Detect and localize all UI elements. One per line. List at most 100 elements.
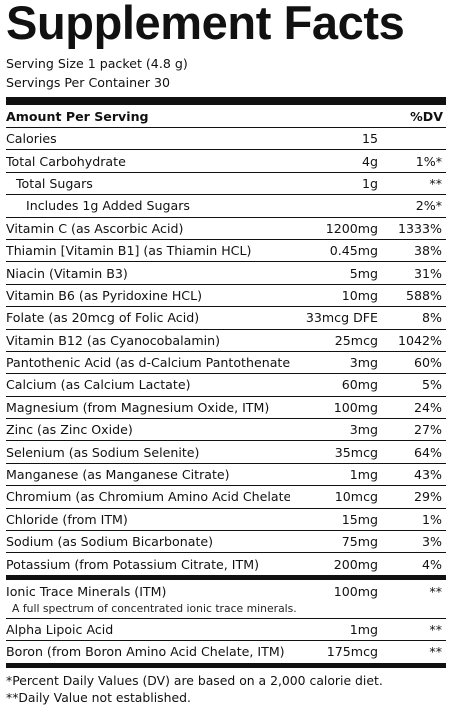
nutrient-row: Pantothenic Acid (as d-Calcium Pantothen…: [6, 352, 446, 375]
nutrient-dv: 3%: [422, 534, 442, 550]
footnote-dv: *Percent Daily Values (DV) are based on …: [6, 672, 383, 688]
nutrient-dv: 29%: [414, 489, 442, 505]
nutrient-name: Manganese (as Manganese Citrate): [6, 467, 230, 483]
ingredient-name: Boron (from Boron Amino Acid Chelate, IT…: [6, 644, 285, 660]
nutrient-row: Vitamin B6 (as Pyridoxine HCL) 10mg 588%: [6, 285, 446, 308]
nutrient-row: Vitamin C (as Ascorbic Acid) 1200mg 1333%: [6, 218, 446, 240]
nutrient-amount: 3mg: [349, 355, 378, 371]
nutrient-amount: 1g: [361, 175, 378, 191]
ingredient-row: Alpha Lipoic Acid 1mg **: [6, 619, 446, 642]
ingredient-amount: 175mcg: [326, 644, 378, 660]
nutrient-name: Vitamin B6 (as Pyridoxine HCL): [6, 287, 203, 303]
nutrient-dv: 60%: [414, 355, 442, 371]
nutrient-row: Zinc (as Zinc Oxide) 3mg 27%: [6, 419, 446, 442]
nutrient-dv: 4%: [422, 556, 442, 572]
nutrient-name: Vitamin B12 (as Cyanocobalamin): [6, 332, 220, 348]
nutrient-name: Pantothenic Acid (as d-Calcium Pantothen…: [6, 355, 290, 371]
section-divider: [6, 575, 446, 580]
ingredient-dv: **: [429, 644, 442, 660]
nutrient-name: Calories: [6, 131, 57, 147]
nutrient-dv: 1333%: [397, 220, 442, 236]
amount-per-serving-header: Amount Per Serving: [6, 108, 149, 124]
nutrient-dv: 1042%: [397, 332, 442, 348]
ingredient-dv: **: [429, 583, 442, 599]
footnote-divider: [6, 663, 446, 668]
nutrient-amount: 200mg: [333, 556, 378, 572]
nutrient-row: Includes 1g Added Sugars 2%*: [6, 195, 446, 218]
ingredient-name: Ionic Trace Minerals (ITM): [6, 583, 167, 599]
nutrient-amount: 35mcg: [334, 444, 378, 460]
ingredient-row: Ionic Trace Minerals (ITM) 100mg ** A full …: [6, 580, 446, 619]
nutrient-dv: 38%: [414, 243, 442, 259]
nutrient-amount: 1mg: [349, 467, 378, 483]
nutrient-name: Chromium (as Chromium Amino Acid Chelate…: [6, 489, 290, 505]
nutrient-dv: 1%: [422, 511, 442, 527]
nutrient-name: Niacin (Vitamin B3): [6, 265, 128, 281]
thick-divider: [6, 97, 446, 105]
footnotes: *Percent Daily Values (DV) are based on …: [6, 668, 446, 706]
nutrient-name: Zinc (as Zinc Oxide): [6, 422, 133, 438]
nutrient-row: Magnesium (from Magnesium Oxide, ITM) 100…: [6, 397, 446, 420]
nutrient-dv: 27%: [414, 422, 442, 438]
panel-title: Supplement Facts: [6, 0, 405, 49]
nutrient-row: Calcium (as Calcium Lactate) 60mg 5%: [6, 374, 446, 397]
other-ingredients-list: Ionic Trace Minerals (ITM) 100mg ** A full …: [6, 580, 446, 664]
nutrient-name: Sodium (as Sodium Bicarbonate): [6, 534, 214, 550]
ingredient-amount: 100mg: [333, 583, 378, 599]
nutrient-dv: 64%: [414, 444, 442, 460]
ingredient-dv: **: [429, 622, 442, 637]
nutrient-row: Total Carbohydrate 4g 1%*: [6, 150, 446, 173]
nutrient-amount: 15: [361, 131, 378, 147]
nutrient-dv: 5%: [422, 377, 442, 393]
nutrient-row: Calories 15: [6, 128, 446, 151]
nutrient-row: Vitamin B12 (as Cyanocobalamin) 25mcg 1042…: [6, 330, 446, 352]
nutrient-dv: 1%*: [415, 153, 442, 169]
nutrient-row: Total Sugars 1g **: [6, 173, 446, 196]
table-header: Amount Per Serving %DV: [6, 105, 446, 128]
nutrient-amount: 10mcg: [334, 489, 378, 505]
nutrient-name: Vitamin C (as Ascorbic Acid): [6, 220, 184, 236]
nutrient-amount: 5mg: [349, 265, 378, 281]
nutrient-amount: 33mcg DFE: [305, 310, 378, 326]
nutrient-amount: 4g: [361, 153, 378, 169]
nutrient-row: Chloride (from ITM) 15mg 1%: [6, 509, 446, 532]
nutrient-row: Thiamin [Vitamin B1] (as Thiamin HCL) 0.4…: [6, 240, 446, 263]
nutrient-dv: 8%: [422, 310, 442, 326]
nutrient-name: Selenium (as Sodium Selenite): [6, 444, 200, 460]
nutrient-amount: 60mg: [341, 377, 378, 393]
nutrient-name: Total Sugars: [16, 175, 93, 191]
nutrient-row: Manganese (as Manganese Citrate) 1mg 43%: [6, 464, 446, 487]
nutrient-name: Includes 1g Added Sugars: [26, 198, 190, 214]
nutrient-name: Potassium (from Potassium Citrate, ITM): [6, 556, 259, 572]
nutrient-row: Folate (as 20mcg of Folic Acid) 33mcg DFE…: [6, 307, 446, 330]
nutrient-amount: 25mcg: [334, 332, 378, 348]
ingredient-name: Alpha Lipoic Acid: [6, 622, 114, 637]
nutrient-dv: 24%: [414, 399, 442, 415]
nutrient-name: Thiamin [Vitamin B1] (as Thiamin HCL): [6, 243, 252, 259]
nutrient-amount: 1200mg: [325, 220, 378, 236]
nutrient-amount: 75mg: [341, 534, 378, 550]
servings-per-container: Servings Per Container 30: [6, 75, 171, 90]
nutrient-list: Calories 15 Total Carbohydrate 4g 1%* Total S…: [6, 128, 446, 576]
nutrient-dv: 31%: [414, 265, 442, 281]
serving-size: Serving Size 1 packet (4.8 g): [6, 56, 188, 71]
dv-header: %DV: [410, 108, 443, 124]
nutrient-dv: 588%: [405, 287, 442, 303]
nutrient-name: Total Carbohydrate: [6, 153, 126, 169]
nutrient-name: Folate (as 20mcg of Folic Acid): [6, 310, 200, 326]
footnote-not-established: **Daily Value not established.: [6, 689, 191, 705]
ingredient-note: A full spectrum of concentrated ionic tr…: [12, 601, 297, 615]
nutrient-amount: 100mg: [333, 399, 378, 415]
nutrient-amount: 0.45mg: [329, 243, 378, 259]
nutrient-dv: 43%: [414, 467, 442, 483]
nutrient-amount: 10mg: [341, 287, 378, 303]
nutrient-dv: 2%*: [415, 198, 442, 214]
nutrient-name: Magnesium (from Magnesium Oxide, ITM): [6, 399, 270, 415]
nutrient-row: Niacin (Vitamin B3) 5mg 31%: [6, 262, 446, 285]
nutrient-amount: 3mg: [349, 422, 378, 438]
nutrient-dv: **: [429, 175, 442, 191]
ingredient-amount: 1mg: [349, 622, 378, 637]
nutrient-name: Chloride (from ITM): [6, 511, 128, 527]
nutrient-row: Potassium (from Potassium Citrate, ITM) 2…: [6, 553, 446, 576]
